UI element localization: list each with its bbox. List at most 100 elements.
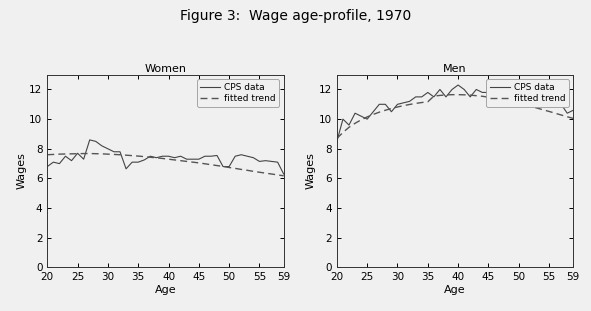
CPS data <box>213 154 220 157</box>
fitted trend <box>400 104 407 108</box>
CPS data <box>226 165 233 169</box>
fitted trend <box>515 101 522 105</box>
fitted trend <box>280 174 287 178</box>
CPS data <box>165 154 172 158</box>
CPS data <box>68 159 75 163</box>
CPS data <box>406 100 413 103</box>
CPS data <box>376 102 383 106</box>
Y-axis label: Wages: Wages <box>17 153 27 189</box>
fitted trend <box>68 152 75 156</box>
fitted trend <box>80 152 87 156</box>
fitted trend <box>50 153 57 156</box>
X-axis label: Age: Age <box>444 285 466 295</box>
fitted trend <box>111 153 118 156</box>
fitted trend <box>473 94 480 98</box>
fitted trend <box>219 165 226 168</box>
CPS data <box>111 150 118 154</box>
CPS data <box>250 156 257 160</box>
fitted trend <box>171 158 178 162</box>
fitted trend <box>551 111 558 115</box>
CPS data <box>388 110 395 114</box>
CPS data <box>545 95 553 99</box>
fitted trend <box>159 156 166 160</box>
CPS data <box>80 157 87 161</box>
CPS data <box>497 88 504 91</box>
Title: Men: Men <box>443 64 467 74</box>
fitted trend <box>44 153 51 157</box>
CPS data <box>418 95 426 99</box>
CPS data <box>202 154 209 158</box>
CPS data <box>62 154 69 158</box>
Text: Figure 3:  Wage age-profile, 1970: Figure 3: Wage age-profile, 1970 <box>180 9 411 23</box>
fitted trend <box>570 117 577 120</box>
fitted trend <box>56 152 63 156</box>
fitted trend <box>527 104 534 108</box>
fitted trend <box>195 161 202 165</box>
CPS data <box>394 102 401 106</box>
fitted trend <box>339 131 346 134</box>
fitted trend <box>74 152 81 156</box>
fitted trend <box>141 155 148 159</box>
fitted trend <box>62 152 69 156</box>
CPS data <box>551 100 558 103</box>
CPS data <box>557 102 564 106</box>
CPS data <box>564 111 571 115</box>
fitted trend <box>226 166 233 169</box>
CPS data <box>74 151 81 155</box>
CPS data <box>280 172 287 176</box>
CPS data <box>129 160 136 164</box>
fitted trend <box>394 105 401 109</box>
fitted trend <box>232 166 239 170</box>
fitted trend <box>376 110 383 114</box>
CPS data <box>159 154 166 158</box>
fitted trend <box>274 173 281 177</box>
fitted trend <box>213 164 220 167</box>
fitted trend <box>165 157 172 161</box>
fitted trend <box>98 152 105 156</box>
fitted trend <box>540 108 547 112</box>
CPS data <box>527 95 534 99</box>
CPS data <box>189 157 196 161</box>
CPS data <box>491 102 498 106</box>
CPS data <box>382 102 389 106</box>
fitted trend <box>86 152 93 156</box>
CPS data <box>207 154 215 158</box>
CPS data <box>256 160 263 163</box>
CPS data <box>333 140 340 143</box>
fitted trend <box>370 113 377 116</box>
fitted trend <box>424 100 431 104</box>
fitted trend <box>256 170 263 174</box>
CPS data <box>570 108 577 112</box>
CPS data <box>183 157 190 161</box>
fitted trend <box>479 95 486 98</box>
CPS data <box>262 159 269 163</box>
CPS data <box>122 167 129 171</box>
CPS data <box>473 88 480 91</box>
fitted trend <box>238 168 245 171</box>
CPS data <box>171 156 178 160</box>
fitted trend <box>430 94 437 98</box>
CPS data <box>153 156 160 160</box>
CPS data <box>430 95 437 99</box>
fitted trend <box>382 108 389 112</box>
Title: Women: Women <box>144 64 187 74</box>
CPS data <box>135 160 142 164</box>
CPS data <box>533 95 540 99</box>
Y-axis label: Wages: Wages <box>306 153 316 189</box>
Line: fitted trend: fitted trend <box>47 154 284 176</box>
CPS data <box>412 95 419 99</box>
CPS data <box>460 88 467 91</box>
CPS data <box>467 95 474 99</box>
fitted trend <box>250 169 257 173</box>
fitted trend <box>116 153 124 157</box>
fitted trend <box>202 162 209 166</box>
fitted trend <box>418 101 426 104</box>
fitted trend <box>207 163 215 166</box>
fitted trend <box>485 95 492 99</box>
fitted trend <box>129 154 136 157</box>
CPS data <box>443 95 450 99</box>
fitted trend <box>268 172 275 176</box>
fitted trend <box>92 152 99 156</box>
fitted trend <box>509 100 516 104</box>
fitted trend <box>443 93 450 97</box>
